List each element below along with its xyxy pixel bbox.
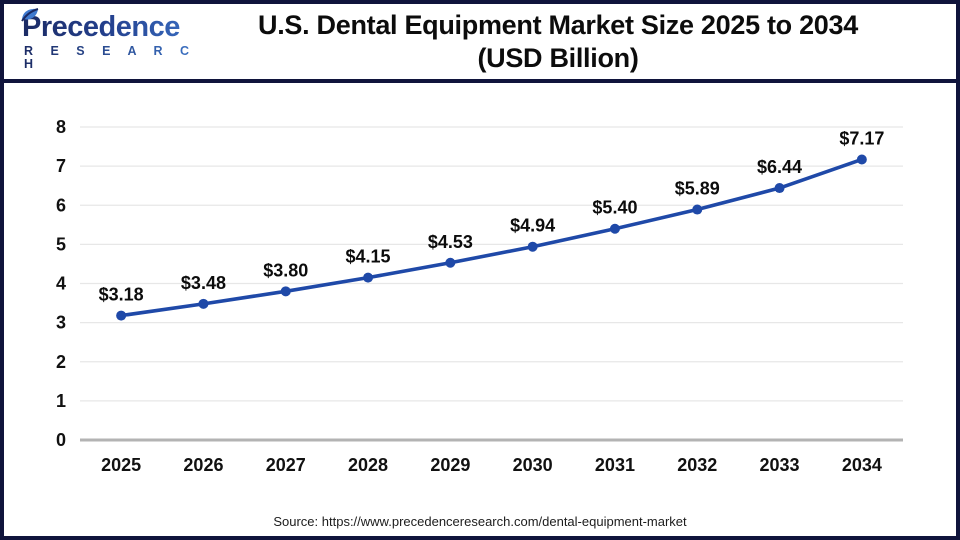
data-point-label: $5.40: [592, 198, 637, 218]
y-tick-label: 1: [56, 391, 66, 411]
line-series: [119, 157, 864, 318]
y-tick-label: 2: [56, 352, 66, 372]
x-tick-label: 2027: [266, 455, 306, 475]
data-point-label: $7.17: [839, 128, 884, 148]
data-point: [198, 298, 209, 309]
x-tick-label: 2032: [677, 455, 717, 475]
data-point: [856, 154, 867, 165]
chart-title-line1: U.S. Dental Equipment Market Size 2025 t…: [258, 9, 858, 40]
y-tick-label: 8: [56, 117, 66, 137]
data-point: [609, 223, 620, 234]
x-tick-label: 2029: [430, 455, 470, 475]
data-point-label: $4.15: [346, 247, 391, 267]
y-tick-label: 0: [56, 430, 66, 450]
x-tick-label: 2030: [513, 455, 553, 475]
y-tick-label: 7: [56, 156, 66, 176]
x-tick-label: 2025: [101, 455, 141, 475]
y-tick-label: 5: [56, 234, 66, 254]
data-point-label: $3.18: [99, 285, 144, 305]
data-point-label: $4.53: [428, 232, 473, 252]
data-point: [445, 257, 456, 268]
data-point: [774, 183, 785, 194]
data-point: [692, 204, 703, 215]
footer: Source: https://www.precedenceresearch.c…: [4, 513, 956, 536]
brand-subtitle: R E S E A R C H: [20, 45, 220, 70]
source-text: Source: https://www.precedenceresearch.c…: [273, 514, 687, 529]
brand-logo: Precedence R E S E A R C H: [20, 8, 220, 70]
data-point: [280, 286, 291, 297]
line-chart: 0 1 2 3 4 5 6 7 8 2025 2026 2027 2028 2029 2030 2031 203…: [56, 117, 903, 475]
y-tick-label: 4: [56, 274, 66, 294]
x-tick-label: 2034: [842, 455, 882, 475]
data-point-label: $3.80: [263, 260, 308, 280]
data-point-label: $6.44: [757, 157, 802, 177]
header: Precedence R E S E A R C H U.S. Dental E…: [4, 4, 956, 83]
y-tick-label: 6: [56, 195, 66, 215]
data-point-label: $3.48: [181, 273, 226, 293]
chart-area: 0 1 2 3 4 5 6 7 8 2025 2026 2027 2028 2029 2030 2031 203…: [4, 83, 956, 513]
x-tick-label: 2026: [183, 455, 223, 475]
chart-title: U.S. Dental Equipment Market Size 2025 t…: [220, 9, 926, 75]
chart-title-line2: (USD Billion): [477, 42, 639, 73]
y-tick-label: 3: [56, 313, 66, 333]
data-point-label: $4.94: [510, 216, 555, 236]
data-point-label: $5.89: [675, 179, 720, 199]
x-tick-label: 2033: [760, 455, 800, 475]
data-point: [116, 310, 127, 321]
data-point: [527, 241, 538, 252]
leaf-icon: [20, 7, 40, 32]
x-tick-label: 2028: [348, 455, 388, 475]
brand-name: Precedence: [20, 13, 220, 42]
data-point: [363, 272, 374, 283]
x-tick-label: 2031: [595, 455, 635, 475]
